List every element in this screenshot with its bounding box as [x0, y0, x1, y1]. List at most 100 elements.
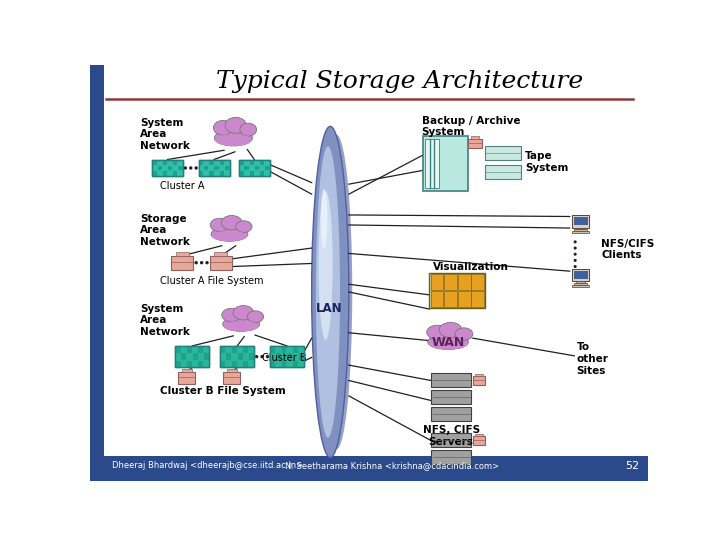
Bar [255, 166, 259, 171]
Bar [220, 160, 224, 165]
Circle shape [574, 265, 577, 268]
Bar [238, 353, 243, 360]
Bar [223, 372, 240, 383]
Bar [444, 274, 457, 290]
Bar [260, 171, 264, 176]
Bar [158, 160, 162, 165]
Bar [179, 372, 195, 383]
Text: Tape
System: Tape System [525, 151, 568, 173]
Polygon shape [90, 456, 648, 481]
Bar [299, 361, 304, 367]
Bar [220, 353, 225, 360]
Bar [173, 171, 177, 176]
Circle shape [266, 355, 269, 359]
Bar [287, 361, 292, 367]
Bar [249, 361, 254, 367]
Bar [204, 346, 209, 353]
Bar [226, 361, 231, 367]
Bar [179, 171, 183, 176]
Ellipse shape [316, 146, 340, 437]
Bar [225, 166, 229, 171]
Bar [265, 166, 269, 171]
Bar [153, 160, 157, 165]
Bar [171, 256, 193, 269]
Bar [163, 160, 167, 165]
Bar [193, 346, 197, 353]
Bar [168, 166, 172, 171]
Bar [287, 353, 292, 360]
Ellipse shape [312, 126, 349, 457]
Bar [431, 291, 444, 307]
Bar [187, 361, 192, 367]
Ellipse shape [212, 231, 247, 241]
Bar [232, 346, 237, 353]
Bar [431, 274, 444, 290]
Bar [215, 252, 228, 256]
Bar [163, 171, 167, 176]
Bar [423, 136, 468, 191]
Ellipse shape [215, 130, 253, 146]
Bar [472, 291, 484, 307]
Ellipse shape [213, 120, 233, 135]
Ellipse shape [210, 218, 229, 232]
Bar [220, 166, 224, 171]
Bar [210, 166, 214, 171]
Ellipse shape [224, 321, 258, 332]
Text: NFS, CIFS
Servers: NFS, CIFS Servers [423, 425, 480, 447]
Circle shape [205, 261, 209, 265]
Bar [153, 171, 157, 176]
Bar [239, 159, 270, 177]
Ellipse shape [222, 317, 259, 332]
Bar [265, 160, 269, 165]
Polygon shape [90, 65, 104, 481]
Bar [215, 171, 219, 176]
Bar [270, 361, 275, 367]
Text: Cluster A: Cluster A [160, 181, 204, 191]
Bar [204, 166, 209, 171]
Bar [153, 166, 157, 171]
Ellipse shape [233, 306, 253, 320]
Bar [220, 346, 225, 353]
Text: System
Area
Network: System Area Network [140, 304, 190, 337]
Text: Dheeraj Bhardwaj <dheerajb@cse.iitd.ac.in>: Dheeraj Bhardwaj <dheerajb@cse.iitd.ac.i… [112, 462, 303, 470]
Bar [249, 346, 254, 353]
Text: Cluster B: Cluster B [262, 353, 307, 363]
Bar [243, 353, 248, 360]
Bar [220, 171, 224, 176]
Bar [471, 137, 480, 139]
Bar [179, 166, 183, 171]
Ellipse shape [235, 221, 252, 232]
Bar [429, 273, 485, 308]
Circle shape [255, 355, 258, 359]
Bar [199, 159, 230, 177]
Bar [287, 346, 292, 353]
Bar [181, 369, 192, 372]
Bar [176, 353, 181, 360]
Bar [458, 274, 471, 290]
Bar [293, 361, 298, 367]
Bar [475, 434, 483, 436]
Bar [431, 407, 472, 421]
Bar [239, 171, 243, 176]
Bar [220, 346, 254, 367]
Ellipse shape [318, 191, 333, 340]
Ellipse shape [240, 123, 256, 136]
Text: WAN: WAN [431, 335, 464, 348]
Bar [293, 346, 298, 353]
Text: Visualization: Visualization [433, 261, 508, 272]
Text: System
Area
Network: System Area Network [140, 118, 190, 151]
Bar [473, 376, 485, 385]
Text: Storage
Area
Network: Storage Area Network [140, 214, 190, 247]
Circle shape [261, 355, 264, 359]
Circle shape [194, 166, 198, 170]
Bar [270, 346, 304, 367]
Bar [270, 353, 275, 360]
Bar [238, 361, 243, 367]
Bar [226, 353, 231, 360]
Circle shape [574, 259, 577, 262]
Bar [431, 390, 472, 403]
Bar [574, 284, 588, 285]
Bar [472, 274, 484, 290]
Ellipse shape [428, 334, 469, 349]
Bar [204, 171, 209, 176]
